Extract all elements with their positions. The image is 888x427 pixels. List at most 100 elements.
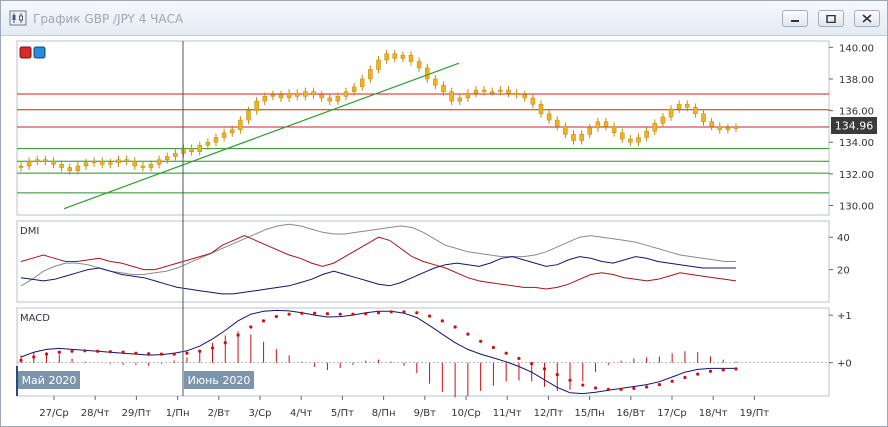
candle-body <box>221 132 227 138</box>
candle-body <box>563 126 568 135</box>
macd-signal-point <box>300 311 304 315</box>
candle-body <box>100 160 105 165</box>
macd-signal-point <box>223 341 227 345</box>
candle-body <box>628 138 633 143</box>
macd-signal-point <box>185 351 189 355</box>
date-tick-label: 10/Ср <box>451 408 480 419</box>
macd-signal-point <box>376 311 381 315</box>
candle-body <box>295 92 300 97</box>
candle-body <box>530 97 536 105</box>
candle-body <box>51 160 56 165</box>
macd-signal-point <box>734 367 738 371</box>
candle-body <box>571 134 576 141</box>
price-tick-label: 130.00 <box>839 202 874 213</box>
candle-body <box>173 153 178 157</box>
candle-body <box>603 121 609 127</box>
macd-signal-point <box>44 352 49 356</box>
indicator-toggles[interactable] <box>19 46 46 59</box>
minimize-button[interactable] <box>782 10 808 27</box>
date-tick-label: 9/Вт <box>414 408 437 419</box>
macd-signal-point <box>581 383 585 387</box>
macd-signal-point <box>593 386 598 390</box>
date-tick-label: 8/Пн <box>372 408 396 419</box>
macd-signal-point <box>287 312 291 316</box>
candle-body <box>246 110 251 121</box>
candle-body <box>368 69 373 80</box>
candle-body <box>481 89 487 92</box>
date-tick-label: 18/Чт <box>699 408 728 419</box>
date-tick-label: 4/Чт <box>290 408 313 419</box>
date-tick-label: 17/Ср <box>657 408 686 419</box>
macd-signal-point <box>134 351 138 355</box>
candle-body <box>693 107 698 115</box>
dmi-label: DMI <box>20 226 39 237</box>
macd-signal-point <box>696 372 700 376</box>
price-tick-label: 138.00 <box>839 75 874 86</box>
candle-body <box>148 164 154 168</box>
price-panel <box>16 40 830 216</box>
candle-body <box>140 165 146 168</box>
date-tick-label: 2/Вт <box>208 408 231 419</box>
candle-body <box>327 97 332 102</box>
dmi-series-adx <box>20 223 736 287</box>
macd-signal-point <box>313 311 317 315</box>
month-tag-june-label: Июнь 2020 <box>188 374 251 387</box>
candle-body <box>270 94 276 97</box>
candle-body <box>83 162 89 167</box>
date-tick-label: 12/Пт <box>534 408 564 419</box>
candle-body <box>230 129 235 133</box>
date-tick-label: 11/Чт <box>493 408 522 419</box>
macd-signal-point <box>645 385 649 389</box>
candle-body <box>311 91 316 96</box>
macd-signal-point <box>670 379 674 383</box>
macd-signal-point <box>159 352 164 356</box>
candle-body <box>416 61 422 69</box>
month-tag-may <box>18 371 80 389</box>
macd-signal-point <box>210 346 215 350</box>
macd-signal-point <box>19 358 23 362</box>
candle-body <box>425 67 430 80</box>
macd-signal-point <box>632 386 636 390</box>
candle-body <box>611 126 617 133</box>
macd-signal-point <box>172 352 176 356</box>
candle-body <box>709 121 714 127</box>
dmi-series-di <box>20 256 736 295</box>
dmi-series-di <box>20 235 737 290</box>
date-tick-label: 28/Чт <box>81 408 110 419</box>
candle-body <box>303 91 308 97</box>
macd-signal-point <box>619 387 623 391</box>
macd-signal-point <box>542 367 547 371</box>
candle-body <box>156 159 162 165</box>
candle-body <box>286 92 292 99</box>
macd-signal-point <box>121 350 125 354</box>
candles <box>18 49 739 175</box>
candle-body <box>555 119 560 127</box>
candle-body <box>18 165 24 168</box>
candle-body <box>132 160 137 167</box>
candle-body <box>652 123 657 132</box>
macd-tick-label: +0 <box>837 359 852 370</box>
maximize-button[interactable] <box>818 10 844 27</box>
macd-signal-point <box>440 319 444 323</box>
macd-signal-point <box>364 312 368 316</box>
candle-body <box>579 134 584 141</box>
candle-body <box>546 113 552 121</box>
candle-body <box>35 159 40 162</box>
macd-signal-point <box>491 345 496 350</box>
candle-body <box>238 119 243 130</box>
current-price: 134.96 <box>835 120 874 133</box>
candle-body <box>668 108 674 118</box>
candle-body <box>335 96 341 102</box>
candle-body <box>490 91 495 94</box>
macd-signal-point <box>517 356 521 361</box>
macd-signal-point <box>198 349 202 353</box>
macd-signal-point <box>351 312 355 316</box>
macd-signal-point <box>402 310 406 314</box>
red-toggle-icon[interactable] <box>19 46 32 59</box>
candle-body <box>441 85 446 92</box>
close-button[interactable] <box>854 10 880 27</box>
blue-toggle-icon[interactable] <box>33 46 46 59</box>
title-bar[interactable]: График GBP /JPY 4 ЧАСА <box>1 1 887 36</box>
macd-signal-point <box>466 332 470 336</box>
candle-body <box>733 126 739 129</box>
